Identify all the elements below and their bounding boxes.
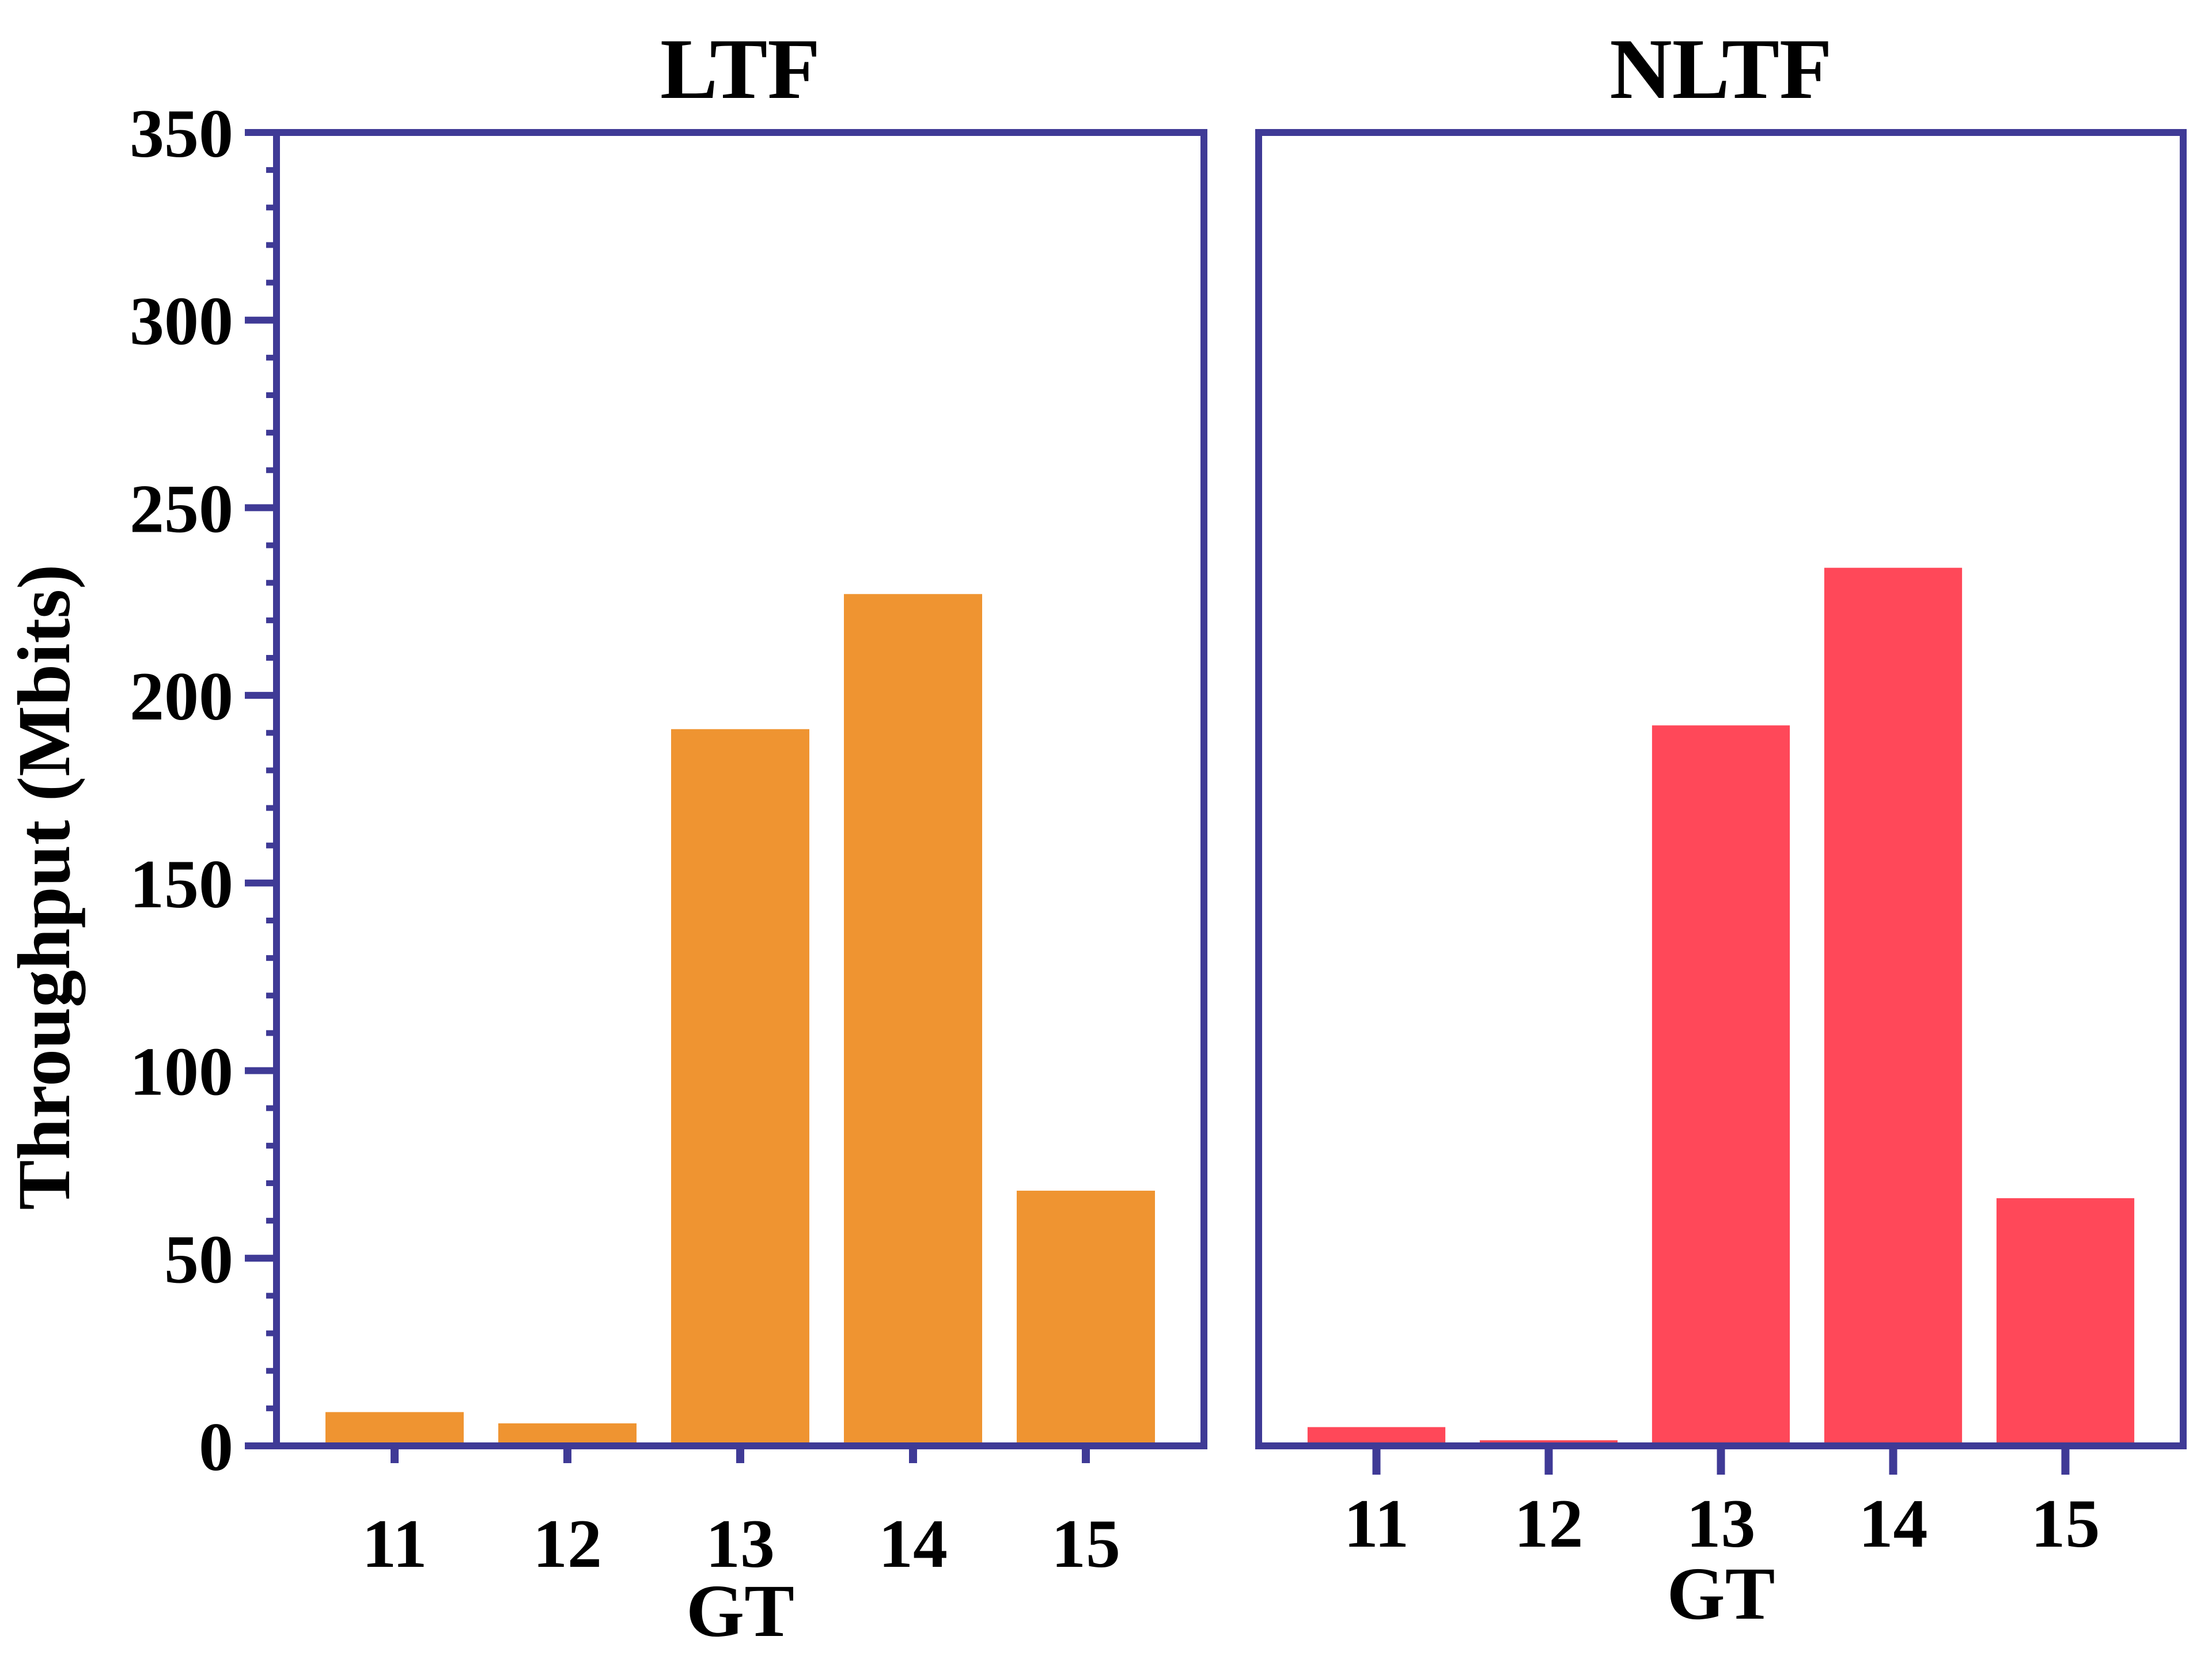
- x-tick-label-nltf-13: 13: [1687, 1485, 1756, 1562]
- x-tick-label-ltf-14: 14: [878, 1505, 948, 1582]
- x-tick-label-ltf-13: 13: [706, 1505, 775, 1582]
- ltf-bars: [325, 594, 1155, 1446]
- y-tick-label-0: 0: [199, 1408, 233, 1485]
- nltf-x-axis-label: GT: [1667, 1552, 1775, 1635]
- bar-ltf-14: [844, 594, 982, 1446]
- x-tick-label-nltf-14: 14: [1859, 1485, 1928, 1562]
- y-tick-label-50: 50: [164, 1221, 233, 1297]
- bar-ltf-11: [325, 1412, 464, 1446]
- nltf-title: NLTF: [1609, 21, 1832, 117]
- bar-ltf-15: [1017, 1191, 1155, 1446]
- y-tick-label-150: 150: [130, 846, 233, 922]
- nltf-bars: [1307, 567, 2135, 1446]
- panel-nltf: 11 12 13 14 15 NLTF GT: [1255, 21, 2187, 1635]
- y-tick-label-350: 350: [130, 95, 233, 172]
- bar-nltf-13: [1652, 725, 1790, 1446]
- bar-ltf-13: [671, 729, 809, 1446]
- bar-nltf-14: [1824, 567, 1963, 1446]
- y-tick-label-200: 200: [130, 658, 233, 734]
- bar-nltf-15: [1996, 1198, 2135, 1446]
- ltf-title: LTF: [660, 21, 820, 117]
- y-tick-label-300: 300: [130, 283, 233, 359]
- y-tick-label-100: 100: [130, 1033, 233, 1110]
- x-tick-label-nltf-15: 15: [2031, 1485, 2100, 1562]
- x-tick-label-nltf-11: 11: [1344, 1485, 1409, 1562]
- x-tick-label-ltf-11: 11: [362, 1505, 427, 1582]
- bar-ltf-12: [498, 1423, 637, 1446]
- y-tick-label-250: 250: [130, 470, 233, 547]
- nltf-x-axis: 11 12 13 14 15: [1344, 1446, 2100, 1562]
- y-axis-label: Throughput (Mbits): [3, 565, 86, 1210]
- ltf-x-axis-label: GT: [686, 1570, 794, 1653]
- x-tick-label-nltf-12: 12: [1514, 1485, 1584, 1562]
- ltf-x-axis: 11 12 13 14 15: [362, 1446, 1120, 1582]
- ltf-y-axis: 0 50 100 150 200 250 300 350: [130, 95, 276, 1485]
- x-tick-label-ltf-15: 15: [1051, 1505, 1120, 1582]
- x-tick-label-ltf-12: 12: [533, 1505, 602, 1582]
